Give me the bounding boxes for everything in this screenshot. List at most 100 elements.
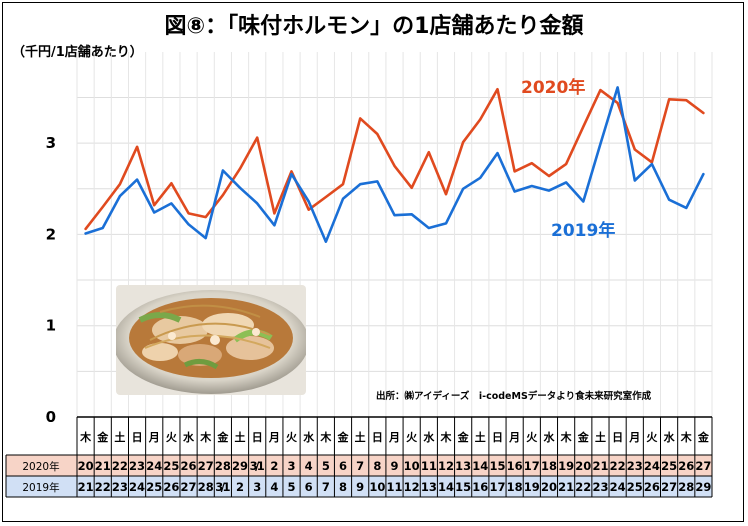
weekday-label: 金 bbox=[337, 430, 350, 444]
date-2019-label: 25 bbox=[146, 480, 162, 494]
row-2019-label: 2019年 bbox=[22, 481, 59, 494]
weekday-label: 日 bbox=[372, 431, 383, 444]
date-2019-label: 6 bbox=[305, 480, 313, 494]
weekday-label: 土 bbox=[355, 430, 366, 444]
date-2020-label: 10 bbox=[404, 459, 420, 473]
date-2019-label: 27 bbox=[181, 480, 197, 494]
date-2019-label: 22 bbox=[575, 480, 591, 494]
row-2020-bg bbox=[6, 455, 712, 476]
date-2020-label: 4 bbox=[305, 459, 313, 473]
weekday-label: 土 bbox=[114, 430, 125, 444]
date-2019-label: 22 bbox=[95, 480, 111, 494]
weekday-label: 月 bbox=[388, 431, 400, 444]
row-2020-label: 2020年 bbox=[22, 460, 59, 473]
date-2019-label: 2 bbox=[236, 480, 244, 494]
date-2019-label: 15 bbox=[455, 480, 471, 494]
weekday-label: 土 bbox=[595, 430, 606, 444]
y-tick-labels: 0 1 2 3 bbox=[46, 134, 56, 426]
weekday-label: 木 bbox=[319, 430, 332, 444]
weekday-label: 水 bbox=[423, 430, 435, 444]
date-2020-label: 23 bbox=[627, 459, 643, 473]
weekday-label: 水 bbox=[183, 430, 195, 444]
date-2019-label: 23 bbox=[112, 480, 128, 494]
date-2020-label: 23 bbox=[129, 459, 145, 473]
date-2019-label: 24 bbox=[129, 480, 145, 494]
date-2020-label: 5 bbox=[322, 459, 330, 473]
date-2020-label: 21 bbox=[95, 459, 111, 473]
legend-2020: 2020年 bbox=[521, 77, 585, 98]
date-2019-label: 23 bbox=[592, 480, 608, 494]
date-2019-label: 13 bbox=[421, 480, 437, 494]
y-tick-label: 0 bbox=[46, 408, 56, 426]
date-2020-label: 19 bbox=[558, 459, 574, 473]
date-2019-label: 3/1 bbox=[215, 480, 230, 494]
weekday-label: 金 bbox=[96, 430, 109, 444]
series-line-2019 bbox=[84, 86, 705, 243]
date-2020-label: 13 bbox=[455, 459, 471, 473]
date-2019-label: 7 bbox=[322, 480, 330, 494]
date-2020-label: 18 bbox=[541, 459, 557, 473]
weekday-label: 木 bbox=[199, 430, 212, 444]
date-2019-label: 10 bbox=[369, 480, 385, 494]
date-2020-label: 7 bbox=[356, 459, 364, 473]
weekday-label: 月 bbox=[628, 431, 640, 444]
date-2019-label: 17 bbox=[489, 480, 505, 494]
weekday-label: 月 bbox=[148, 431, 160, 444]
weekday-label: 火 bbox=[286, 431, 298, 444]
date-2019-label: 16 bbox=[472, 480, 488, 494]
date-2019-label: 28 bbox=[198, 480, 214, 494]
date-2020-label: 22 bbox=[112, 459, 128, 473]
date-2020-label: 12 bbox=[438, 459, 454, 473]
date-2020-label: 29 bbox=[232, 459, 248, 473]
date-2019-label: 4 bbox=[270, 480, 278, 494]
weekday-label: 火 bbox=[526, 431, 538, 444]
date-2019-label: 9 bbox=[356, 480, 364, 494]
weekday-label: 火 bbox=[406, 431, 418, 444]
date-2019-label: 26 bbox=[644, 480, 660, 494]
date-2019-label: 21 bbox=[78, 480, 94, 494]
food-photo bbox=[116, 285, 306, 395]
date-2019-label: 24 bbox=[610, 480, 626, 494]
date-2020-label: 26 bbox=[678, 459, 694, 473]
weekday-label: 火 bbox=[166, 431, 178, 444]
y-tick-label: 1 bbox=[46, 317, 56, 335]
date-2019-label: 18 bbox=[507, 480, 523, 494]
weekday-label: 木 bbox=[79, 430, 92, 444]
weekday-label: 金 bbox=[216, 430, 229, 444]
date-2019-label: 25 bbox=[627, 480, 643, 494]
weekday-label: 月 bbox=[508, 431, 520, 444]
date-2020-label: 14 bbox=[472, 459, 488, 473]
weekday-label: 木 bbox=[680, 430, 693, 444]
date-2020-label: 11 bbox=[421, 459, 437, 473]
series-lines bbox=[84, 86, 705, 243]
y-tick-label: 3 bbox=[46, 134, 56, 152]
row-2019-bg bbox=[6, 476, 712, 497]
weekday-label: 日 bbox=[132, 431, 143, 444]
date-2019-label: 19 bbox=[524, 480, 540, 494]
weekday-label: 木 bbox=[560, 430, 573, 444]
date-2019-label: 14 bbox=[438, 480, 454, 494]
source-note: 出所：㈱アイディーズ i-codeMSデータより食未来研究室作成 bbox=[376, 390, 652, 402]
weekday-label: 木 bbox=[439, 430, 452, 444]
date-2020-label: 26 bbox=[181, 459, 197, 473]
weekday-label: 月 bbox=[268, 431, 280, 444]
series-line-2020 bbox=[84, 87, 705, 231]
date-2020-label: 3 bbox=[288, 459, 296, 473]
date-2020-label: 16 bbox=[507, 459, 523, 473]
date-2020-label: 15 bbox=[489, 459, 505, 473]
date-2019-label: 3 bbox=[253, 480, 261, 494]
date-2019-label: 27 bbox=[661, 480, 677, 494]
date-2019-label: 20 bbox=[541, 480, 557, 494]
date-2019-label: 8 bbox=[339, 480, 347, 494]
date-2020-label: 8 bbox=[373, 459, 381, 473]
weekday-label: 土 bbox=[235, 430, 246, 444]
weekday-label: 土 bbox=[475, 430, 486, 444]
date-2019-label: 12 bbox=[404, 480, 420, 494]
date-2019-label: 11 bbox=[386, 480, 402, 494]
date-2020-label: 3/1 bbox=[250, 459, 265, 473]
chart-title: 図⑧：「味付ホルモン」の1店舗あたり金額 bbox=[165, 13, 584, 39]
date-2020-label: 27 bbox=[198, 459, 214, 473]
date-2020-label: 20 bbox=[575, 459, 591, 473]
